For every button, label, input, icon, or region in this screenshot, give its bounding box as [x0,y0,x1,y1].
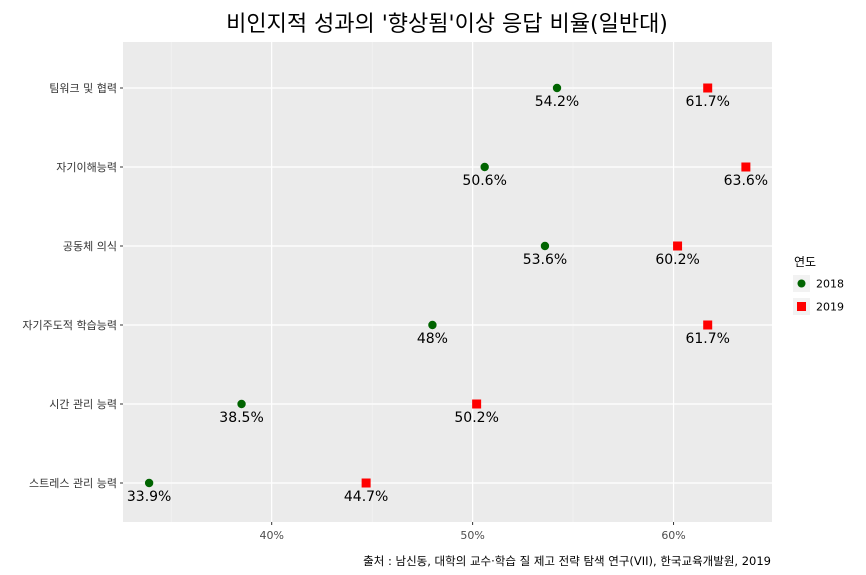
data-label: 61.7% [685,331,729,347]
legend-label: 2019 [816,301,844,314]
data-label: 33.9% [127,489,171,505]
legend: 연도 2018 2019 [793,255,844,315]
point-2019 [703,320,713,330]
y-tick-label: 스트레스 관리 능력 [29,477,117,490]
point-2018 [237,399,246,409]
major-gridlines [123,42,772,522]
data-label: 60.2% [655,252,699,268]
y-tick-label: 시간 관리 능력 [49,398,117,411]
point-2019 [472,399,482,409]
point-2018 [428,320,437,330]
data-label: 53.6% [523,252,567,268]
data-marks: 54.2% 50.6% 53.6% 48% 38.5% 33.9% 61.7% 63.6% 60… [127,83,768,505]
point-2019 [703,83,713,93]
data-label: 54.2% [535,94,579,110]
data-label: 44.7% [344,489,388,505]
x-tick-label: 50% [460,529,484,542]
chart-title: 비인지적 성과의 '향상됨'이상 응답 비율(일반대) [226,12,668,37]
legend-title: 연도 [794,255,816,269]
legend-key-2018 [797,279,806,288]
y-tick-label: 공동체 의식 [63,240,117,253]
data-label: 61.7% [685,94,729,110]
point-2019 [673,241,683,251]
data-label: 50.6% [462,173,506,189]
x-axis: 40% 50% 60% [259,522,686,542]
legend-key-2019 [797,302,806,311]
data-label: 38.5% [219,410,263,426]
point-2018 [552,83,562,93]
y-tick-label: 팀워크 및 협력 [49,82,117,95]
data-label: 48% [417,331,448,347]
plot-panel [123,42,772,522]
y-tick-label: 자기이해능력 [56,160,117,174]
minor-gridlines [170,42,574,522]
caption: 출처 : 남신동, 대학의 교수·학습 질 제고 전략 탐색 연구(VII), … [363,554,771,568]
point-2019 [741,162,751,172]
data-label: 50.2% [454,410,498,426]
point-2018 [540,241,550,251]
y-tick-label: 자기주도적 학습능력 [22,319,117,332]
legend-label: 2018 [816,278,844,291]
point-2018 [144,478,154,488]
x-tick-label: 40% [259,529,283,542]
data-label: 63.6% [724,173,768,189]
point-2019 [361,478,371,488]
point-2018 [480,162,489,172]
x-tick-label: 60% [661,529,685,542]
